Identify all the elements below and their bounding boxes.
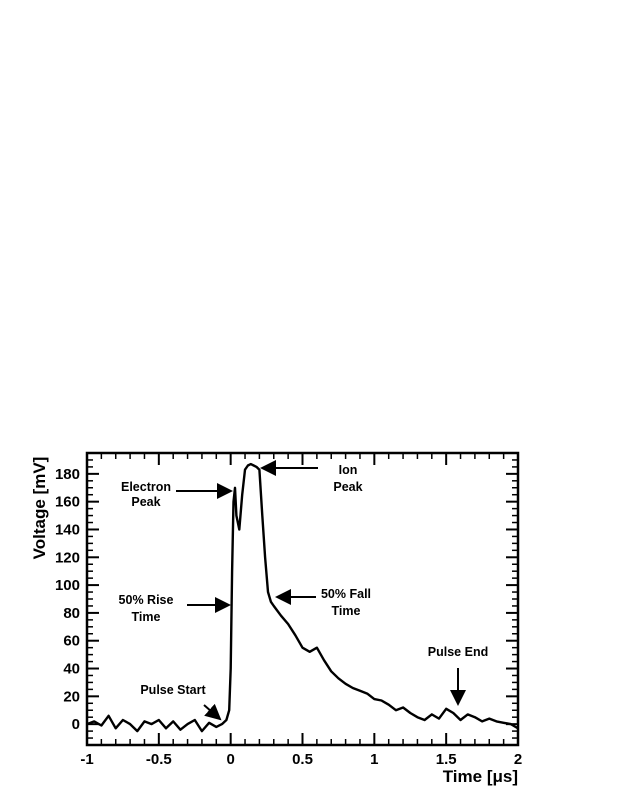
annotation-text: 50% Fall [321,587,371,601]
series-group [86,462,519,733]
annotation: 50% Fall Time [275,587,371,618]
annotation-text: Pulse Start [140,683,206,697]
y-tick-label: 100 [55,577,80,594]
annotation: Pulse End [428,645,488,706]
y-tick-label: 140 [55,521,80,538]
annotation-text: Pulse End [428,645,488,659]
axis-ticks [86,453,519,745]
annotation-text: Peak [333,480,362,494]
annotation-arrow [203,703,222,721]
y-tick-label: 60 [63,633,80,650]
y-tick-label: 0 [72,716,80,733]
y-tick-label: 80 [63,605,80,622]
annotation-text: 50% Rise [119,593,174,607]
annotation: 50% Rise Time [119,593,231,624]
x-tick-label: 0.5 [292,751,313,768]
annotation-text: Ion [339,463,358,477]
annotation-text: Peak [131,495,160,509]
annotation-text: Time [132,610,161,624]
annotation-text: Electron [121,480,171,494]
y-tick-label: 180 [55,466,80,483]
x-tick-label: 0 [226,751,234,768]
x-tick-label: 1.5 [436,751,457,768]
x-tick-label: -0.5 [146,751,172,768]
y-axis-title: Voltage [mV] [30,457,49,560]
annotation: Pulse Start [140,683,222,721]
series-line-0 [86,462,519,733]
annotation: Ion Peak [260,460,363,494]
annotation-text: Time [332,604,361,618]
y-tick-label: 160 [55,494,80,511]
y-tick-label: 40 [63,661,80,678]
y-tick-label: 20 [63,688,80,705]
x-tick-label: 1 [370,751,378,768]
y-tick-label: 120 [55,549,80,566]
x-axis-title: Time [μs] [443,767,518,786]
x-tick-label: -1 [80,751,93,768]
x-tick-label: 2 [514,751,522,768]
